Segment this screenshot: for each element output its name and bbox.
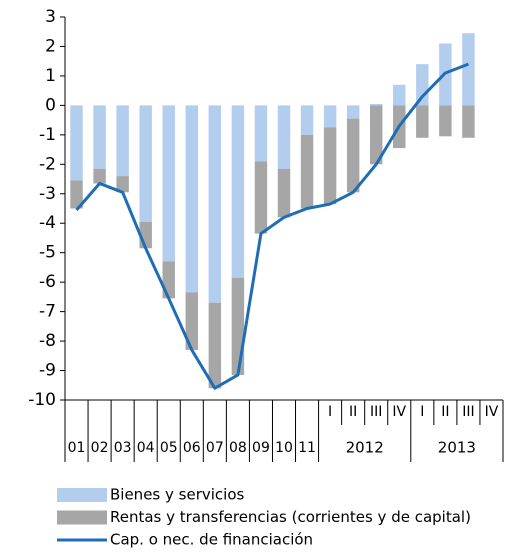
bar [393,84,406,106]
y-tick-label: 1 [45,66,56,86]
group-label: 2012 [346,439,384,457]
x-tick-label: I [420,404,424,420]
x-tick-label: 07 [206,440,224,456]
x-tick-label: III [370,404,382,420]
bar [70,105,83,181]
x-tick-label: 06 [183,440,201,456]
x-tick-label: II [441,404,449,420]
bar [416,64,429,106]
x-tick-label: 08 [229,440,247,456]
bar [462,33,475,106]
bar [185,105,199,293]
y-tick-label: 2 [45,36,56,56]
x-tick-label: 10 [275,440,293,456]
bar [162,261,175,299]
bar [254,105,268,162]
bar [231,277,245,375]
bar [300,105,314,135]
bar [416,105,429,138]
bar [369,103,383,106]
y-tick-label: -2 [39,154,56,174]
bar [116,105,129,177]
y-tick-label: -8 [39,331,56,351]
bar [439,105,452,137]
x-tick-label: 04 [137,440,155,456]
y-tick-label: -5 [39,243,56,263]
y-tick-label: -7 [39,302,56,322]
x-tick-label: II [349,404,357,420]
x-tick-label: 11 [298,440,316,456]
bar [462,105,475,138]
group-label: 2013 [438,439,476,457]
bar [300,134,314,209]
bar [185,292,199,350]
bar [116,176,129,193]
bar [162,105,175,262]
x-tick-label: IV [392,404,406,420]
y-tick-label: 3 [45,7,56,27]
y-tick-label: 0 [45,95,56,115]
bar [277,168,291,218]
legend-swatch [57,488,107,502]
bar [70,180,83,209]
y-tick-label: -10 [28,390,56,410]
x-tick-label: 09 [252,440,270,456]
bar [254,161,268,234]
x-tick-label: III [462,404,474,420]
x-tick-label: 03 [114,440,132,456]
y-tick-label: -1 [39,125,56,145]
legend-swatch [57,510,107,525]
x-tick-label: I [328,404,332,420]
legend-label: Cap. o nec. de financiación [110,531,313,549]
y-tick-label: -6 [39,272,56,292]
bar [139,105,152,222]
bar [208,105,222,303]
y-tick-label: -9 [39,361,56,381]
x-tick-label: 01 [68,440,86,456]
legend-label: Bienes y servicios [110,486,244,504]
bar [277,105,291,169]
x-tick-label: IV [485,404,499,420]
bar [323,127,337,205]
bar [208,302,222,389]
x-tick-label: 05 [160,440,178,456]
bar [369,105,383,165]
y-tick-label: -3 [39,184,56,204]
x-tick-label: 02 [91,440,109,456]
legend-label: Rentas y transferencias (corrientes y de… [110,508,471,526]
line [75,62,469,390]
bar [346,118,360,193]
bar [231,105,245,278]
bar [346,105,360,119]
bar [93,168,106,184]
bar [323,105,337,128]
y-tick-label: -4 [39,213,56,233]
bar [93,105,106,169]
